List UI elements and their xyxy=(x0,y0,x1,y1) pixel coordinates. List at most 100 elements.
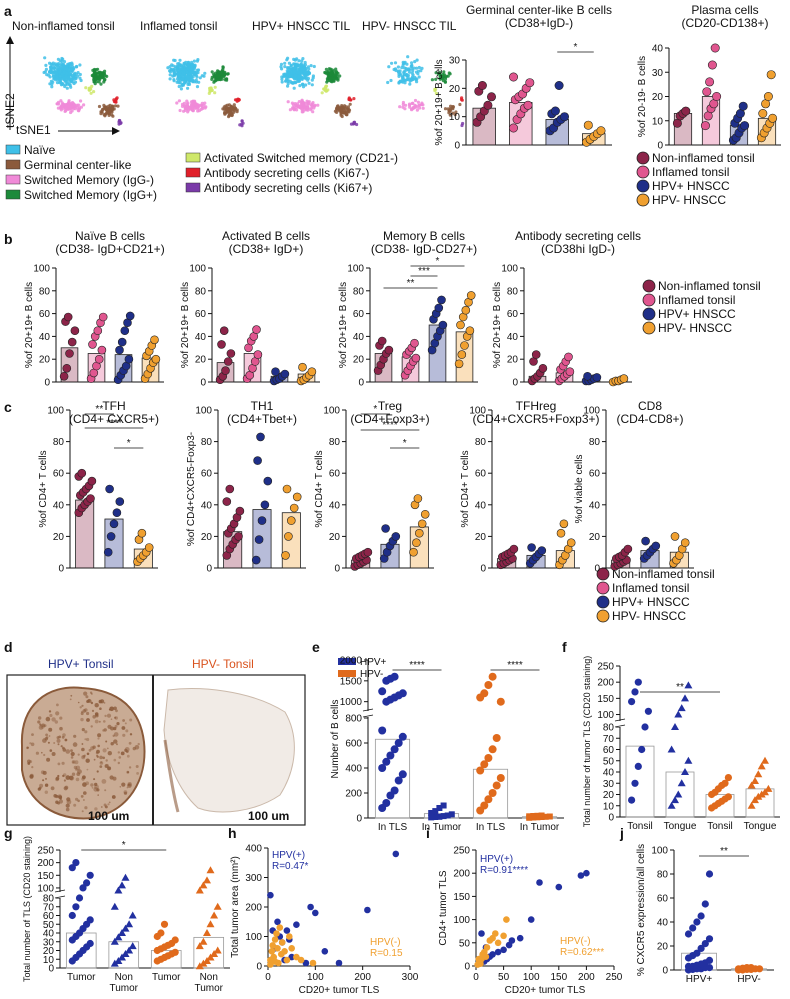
legend-label-gc: Germinal center-like xyxy=(24,158,132,172)
tsne-point xyxy=(221,107,225,111)
y-tick-label: 0 xyxy=(480,564,486,575)
data-point xyxy=(378,726,387,735)
data-point xyxy=(747,781,756,789)
chart-title: (CD38+IgD-) xyxy=(505,16,573,30)
chart-title: (CD20-CD138+) xyxy=(681,16,768,30)
tsne-point xyxy=(387,65,391,69)
data-point xyxy=(79,884,87,892)
data-point xyxy=(213,902,222,910)
data-point xyxy=(86,494,95,503)
data-point xyxy=(117,337,127,347)
y-tick-label: 60 xyxy=(589,469,601,480)
data-point xyxy=(128,942,137,950)
stain-speck xyxy=(94,782,98,787)
y-tick-label: 80 xyxy=(201,437,213,448)
data-point xyxy=(721,779,729,787)
y-tick-label: 2000 xyxy=(340,656,363,667)
data-point-hpvpos xyxy=(500,946,507,954)
tsne-point xyxy=(47,70,52,74)
tsne-point xyxy=(310,83,314,87)
tsne-plot-1 xyxy=(42,56,123,126)
tsne-point xyxy=(176,62,180,66)
series-stat: R=0.15 xyxy=(370,948,403,959)
y-tick-label: 40 xyxy=(329,500,341,511)
data-point xyxy=(674,790,683,798)
data-point xyxy=(707,60,717,70)
stain-speck xyxy=(104,763,109,768)
tsne-point xyxy=(403,107,407,111)
tsne-point xyxy=(295,57,299,61)
stain-speck xyxy=(107,803,110,806)
y-tick-label: 40 xyxy=(43,929,55,940)
stain-speck xyxy=(115,709,118,713)
group-legend-a: Non-inflamed tonsil Inflamed tonsil HPV+… xyxy=(636,151,755,207)
data-point xyxy=(667,801,676,809)
tsne-point xyxy=(90,84,94,88)
tsne-point xyxy=(178,63,182,67)
tsne-point xyxy=(396,65,400,69)
y-tick-label: 100 xyxy=(245,932,262,943)
tsne-point xyxy=(177,81,181,85)
tsne-point xyxy=(195,59,199,63)
stain-speck xyxy=(65,749,71,754)
data-point xyxy=(651,541,661,551)
panel-label-j: j xyxy=(619,825,624,841)
stain-speck xyxy=(92,745,96,749)
tsne-point xyxy=(303,63,307,67)
data-point xyxy=(634,678,642,686)
x-tick-label: Tonsil xyxy=(707,821,733,832)
data-point-hpvpos xyxy=(489,951,496,958)
tsne-point xyxy=(202,103,206,107)
mean-bar xyxy=(108,941,140,969)
data-point-hpvneg xyxy=(273,930,280,937)
data-point-hpvneg xyxy=(297,956,305,964)
data-point-hpvneg xyxy=(274,945,281,952)
tsne-point xyxy=(59,67,63,71)
tsne-point xyxy=(352,97,356,101)
stain-speck xyxy=(62,748,67,752)
stain-speck xyxy=(79,706,82,709)
data-point xyxy=(70,326,80,336)
tsne-point xyxy=(404,78,408,82)
tsne-point xyxy=(108,110,112,114)
tsne-point xyxy=(99,112,103,116)
tsne-point xyxy=(438,73,442,77)
y-axis-label: %of 20+19+ B cells xyxy=(338,282,349,368)
tsne-point xyxy=(105,74,109,78)
y-tick-label: 200 xyxy=(345,789,362,800)
data-point-hpvpos xyxy=(293,921,300,928)
tsne-point xyxy=(449,104,453,108)
tsne-point xyxy=(301,110,305,114)
stain-speck xyxy=(92,715,96,719)
x-tick-label: 200 xyxy=(578,972,595,983)
y-tick-label: 250 xyxy=(597,662,614,673)
data-point xyxy=(768,113,778,123)
stain-speck xyxy=(114,724,118,728)
tsne-point xyxy=(67,76,71,80)
tsne-point xyxy=(297,63,301,67)
stain-speck xyxy=(127,771,129,774)
tsne-point xyxy=(62,60,67,64)
x-tick-label: Tumor xyxy=(194,983,223,994)
tsne-point xyxy=(70,65,74,69)
panel-label-i: i xyxy=(426,825,430,841)
stain-speck xyxy=(93,778,96,781)
tsne-point xyxy=(56,57,61,61)
tsne-point xyxy=(196,71,200,75)
tsne-point xyxy=(338,74,342,78)
stain-speck xyxy=(90,746,95,751)
tsne-point xyxy=(285,58,289,62)
tsne-point xyxy=(114,100,118,104)
stain-speck xyxy=(50,786,55,791)
stain-speck xyxy=(96,788,100,792)
data-point xyxy=(531,350,541,359)
tsne-point xyxy=(210,77,214,81)
y-tick-label: 20 xyxy=(589,532,601,543)
legend-label-hpvpos: HPV+ HNSCC xyxy=(652,179,730,193)
stain-speck xyxy=(97,737,100,740)
stain-speck xyxy=(121,782,126,787)
chart-i: 0 50 100 150 200 250 0 50 100 150 200 250 CD20+ tumo… xyxy=(438,846,623,997)
tsne-point xyxy=(402,70,406,74)
data-point-hpvneg xyxy=(482,953,490,960)
